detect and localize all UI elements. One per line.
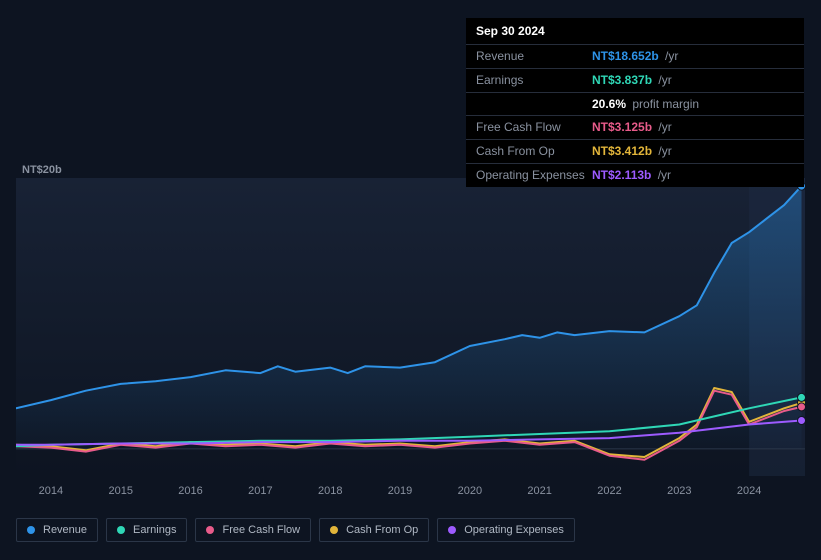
legend-label: Revenue bbox=[43, 524, 87, 536]
tooltip-row: 20.6% profit margin bbox=[466, 93, 804, 117]
legend-item[interactable]: Earnings bbox=[106, 518, 187, 542]
legend-item[interactable]: Revenue bbox=[16, 518, 98, 542]
chart-plot[interactable] bbox=[16, 178, 805, 476]
legend-item[interactable]: Cash From Op bbox=[319, 518, 429, 542]
legend-dot-icon bbox=[330, 526, 338, 534]
chart-legend: Revenue Earnings Free Cash Flow Cash From O… bbox=[16, 518, 575, 542]
y-axis-label: NT$20b bbox=[22, 164, 62, 176]
x-axis-label: 2018 bbox=[318, 485, 342, 497]
legend-label: Free Cash Flow bbox=[222, 524, 300, 536]
x-axis-label: 2022 bbox=[597, 485, 621, 497]
x-axis-label: 2017 bbox=[248, 485, 272, 497]
legend-label: Operating Expenses bbox=[464, 524, 564, 536]
tooltip-value: NT$3.412b /yr bbox=[592, 143, 672, 160]
tooltip-value: NT$3.125b /yr bbox=[592, 119, 672, 136]
tooltip-row: Operating ExpensesNT$2.113b /yr bbox=[466, 164, 804, 187]
legend-item[interactable]: Free Cash Flow bbox=[195, 518, 311, 542]
tooltip-label: Cash From Op bbox=[476, 143, 592, 160]
tooltip-label: Operating Expenses bbox=[476, 167, 592, 184]
x-axis-label: 2021 bbox=[527, 485, 551, 497]
legend-dot-icon bbox=[27, 526, 35, 534]
tooltip-date: Sep 30 2024 bbox=[466, 18, 804, 45]
x-axis-label: 2015 bbox=[108, 485, 132, 497]
x-axis-label: 2016 bbox=[178, 485, 202, 497]
tooltip-label: Earnings bbox=[476, 72, 592, 89]
legend-dot-icon bbox=[117, 526, 125, 534]
tooltip-value: NT$3.837b /yr bbox=[592, 72, 672, 89]
legend-label: Earnings bbox=[133, 524, 176, 536]
tooltip-label: Revenue bbox=[476, 48, 592, 65]
tooltip-label: Free Cash Flow bbox=[476, 119, 592, 136]
tooltip-row: Cash From OpNT$3.412b /yr bbox=[466, 140, 804, 164]
tooltip-value: 20.6% profit margin bbox=[592, 96, 699, 113]
tooltip-row: RevenueNT$18.652b /yr bbox=[466, 45, 804, 69]
tooltip-label bbox=[476, 96, 592, 113]
tooltip-row: EarningsNT$3.837b /yr bbox=[466, 69, 804, 93]
x-axis-label: 2020 bbox=[458, 485, 482, 497]
tooltip-row: Free Cash FlowNT$3.125b /yr bbox=[466, 116, 804, 140]
x-axis-label: 2023 bbox=[667, 485, 691, 497]
legend-item[interactable]: Operating Expenses bbox=[437, 518, 575, 542]
x-axis-label: 2019 bbox=[388, 485, 412, 497]
tooltip-value: NT$2.113b /yr bbox=[592, 167, 671, 184]
x-axis-label: 2024 bbox=[737, 485, 761, 497]
chart-tooltip: Sep 30 2024 RevenueNT$18.652b /yrEarning… bbox=[466, 18, 804, 187]
legend-dot-icon bbox=[206, 526, 214, 534]
legend-dot-icon bbox=[448, 526, 456, 534]
chart-container: Sep 30 2024 RevenueNT$18.652b /yrEarning… bbox=[0, 0, 821, 560]
x-axis-label: 2014 bbox=[39, 485, 63, 497]
legend-label: Cash From Op bbox=[346, 524, 418, 536]
tooltip-value: NT$18.652b /yr bbox=[592, 48, 678, 65]
